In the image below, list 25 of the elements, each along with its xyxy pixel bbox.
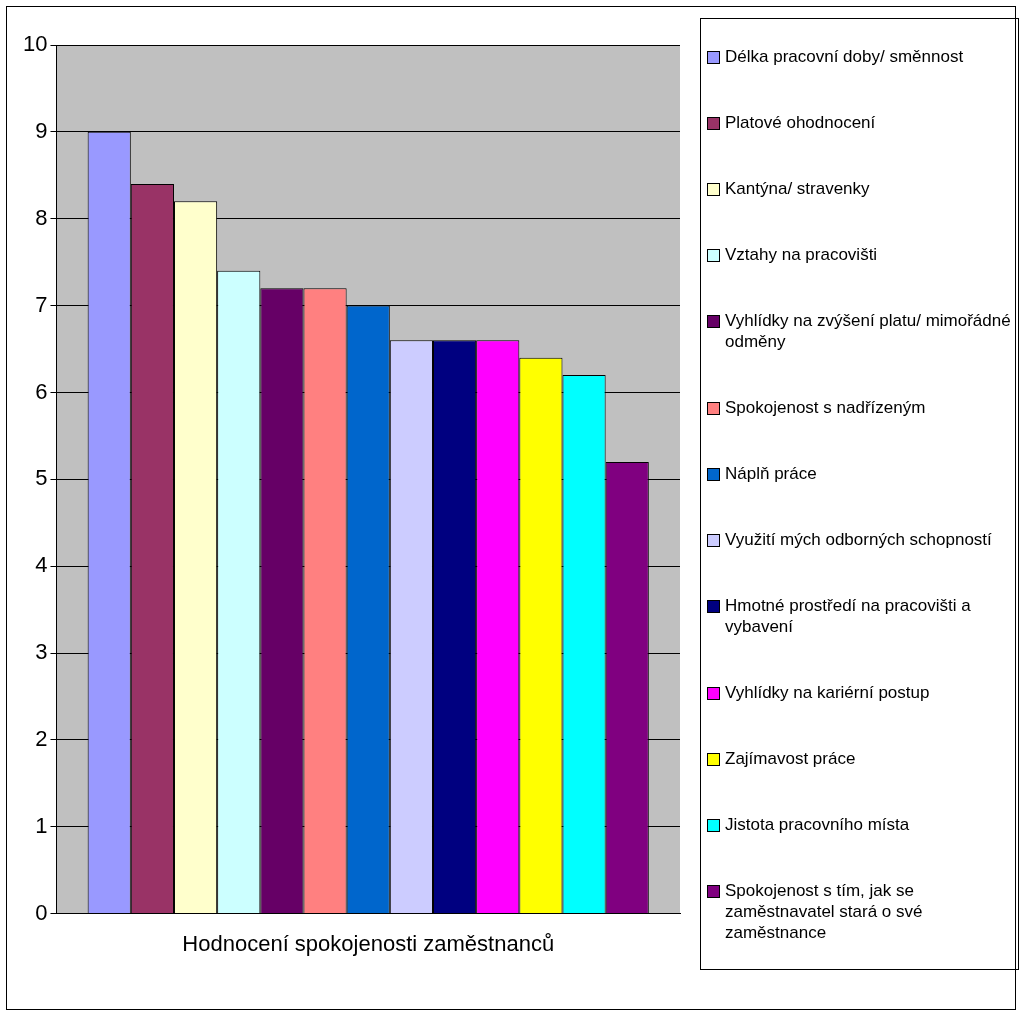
x-tick-label: Hodnocení spokojenosti zaměstnanců xyxy=(182,930,555,956)
legend-label: Vyhlídky na kariérní postup xyxy=(725,681,930,703)
y-tick-label: 5 xyxy=(35,465,48,491)
y-tick-label: 0 xyxy=(35,899,48,925)
legend-label: Spokojenost s tím, jak se zaměstnavatel stará o své zaměstnance xyxy=(725,879,924,943)
y-tick-label: 10 xyxy=(22,31,48,57)
y-tick-label: 3 xyxy=(35,639,48,665)
y-tick-label: 2 xyxy=(35,725,48,751)
legend-label: Jistota pracovního místa xyxy=(725,813,910,835)
y-tick-label: 9 xyxy=(35,117,48,143)
y-tick-label: 6 xyxy=(35,378,48,404)
y-tick-label: 8 xyxy=(35,204,48,230)
legend-label: Zajímavost práce xyxy=(725,747,856,769)
y-tick-label: 4 xyxy=(35,552,48,578)
legend-label: Platové ohodnocení xyxy=(725,111,876,133)
legend-label: Vyhlídky na zvýšení platu/ mimořádné odměny xyxy=(725,309,1012,352)
legend-label: Kantýna/ stravenky xyxy=(725,177,870,199)
legend-label: Délka pracovní doby/ směnnost xyxy=(725,45,964,67)
legend-label: Využití mých odborných schopností xyxy=(725,528,992,550)
legend-label: Spokojenost s nadřízeným xyxy=(725,396,926,418)
y-tick-label: 7 xyxy=(35,291,48,317)
legend-label: Náplň práce xyxy=(725,462,817,484)
y-tick-label: 1 xyxy=(35,812,48,838)
legend-label: Hmotné prostředí na pracovišti a vybavení xyxy=(725,594,972,637)
legend-label: Vztahy na pracovišti xyxy=(725,243,878,265)
